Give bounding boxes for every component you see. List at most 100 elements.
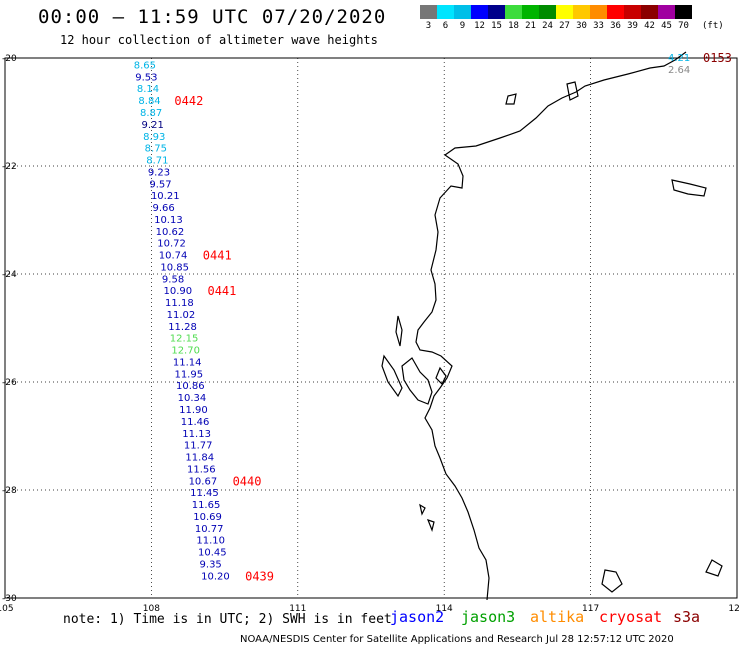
wave-height-value: 4.21	[668, 53, 690, 64]
scale-label: 24	[542, 21, 553, 31]
scale-label: 9	[459, 21, 466, 31]
lat-label: -26	[2, 378, 17, 388]
peron-peninsula	[435, 366, 447, 386]
scale-label: 18	[508, 21, 519, 31]
wave-height-value: 10.34	[178, 393, 207, 404]
footer-credit: NOAA/NESDIS Center for Satellite Applica…	[240, 634, 674, 645]
wave-height-value: 10.62	[156, 227, 185, 238]
altimeter-track: 8.659.538.148.848.879.218.938.758.719.23…	[134, 51, 732, 583]
pass-time-label: 0440	[233, 474, 262, 488]
wave-height-value: 8.93	[143, 132, 165, 143]
scale-swatch	[471, 5, 488, 19]
wave-height-value: 11.56	[187, 464, 216, 475]
wave-height-value: 2.64	[668, 65, 690, 76]
lat-label: -30	[2, 594, 17, 604]
scale-swatch	[437, 5, 454, 19]
wave-height-value: 10.74	[159, 251, 188, 262]
lon-label: 111	[289, 604, 306, 614]
pass-time-label: 0153	[703, 51, 732, 65]
wave-height-value: 10.21	[151, 191, 180, 202]
inland-lake	[705, 559, 723, 577]
wave-height-value: 10.20	[201, 571, 230, 582]
wave-height-value: 10.86	[176, 381, 205, 392]
lat-lon-grid	[4, 57, 738, 599]
wave-height-value: 10.13	[154, 215, 183, 226]
lat-label: -20	[2, 54, 17, 64]
scale-label: 36	[610, 21, 621, 31]
scale-swatch	[573, 5, 590, 19]
kimberley-island	[601, 569, 623, 593]
sat-cryosat: cryosat	[599, 608, 663, 626]
wave-height-value: 8.14	[137, 84, 159, 95]
wave-height-value: 11.77	[184, 441, 213, 452]
wave-height-value: 10.69	[193, 512, 222, 523]
color-scale-labels: 3 6 9 12 15 18 21 24 27 30 33 36 39 42 45 70	[420, 21, 692, 31]
lat-label: -22	[2, 162, 17, 172]
bernier-island	[395, 315, 403, 347]
wave-height-value: 8.71	[146, 156, 168, 167]
shark-bay-peninsula	[401, 357, 433, 405]
pass-time-label: 0442	[174, 94, 203, 108]
wave-height-value: 9.53	[135, 72, 157, 83]
wave-height-value: 9.23	[148, 167, 170, 178]
wave-height-value: 11.90	[179, 405, 208, 416]
pass-time-label: 0441	[203, 249, 232, 263]
lon-label: 114	[436, 604, 453, 614]
sat-jason3: jason3	[461, 608, 516, 626]
wave-height-value: 10.90	[163, 286, 192, 297]
wave-height-value: 8.87	[140, 108, 162, 119]
sat-s3a: s3a	[673, 608, 701, 626]
scale-unit: (ft)	[702, 21, 724, 31]
map-title: 00:00 – 11:59 UTC 07/20/2020	[38, 6, 387, 28]
wave-height-value: 11.18	[165, 298, 194, 309]
lake-feature	[671, 179, 707, 197]
wave-height-value: 11.45	[190, 488, 219, 499]
wave-height-value: 10.45	[198, 548, 227, 559]
scale-swatch	[658, 5, 675, 19]
wave-height-value: 11.10	[196, 536, 225, 547]
pass-time-label: 0441	[207, 284, 236, 298]
wave-height-value: 8.65	[134, 60, 156, 71]
wave-height-value: 10.85	[160, 262, 189, 273]
wave-height-value: 8.84	[138, 96, 160, 107]
scale-swatch	[641, 5, 658, 19]
axis-labels: 105 108 111 114 117 120 -20 -22 -24 -26 -28 -30	[0, 54, 740, 614]
scale-swatch	[488, 5, 505, 19]
scale-swatch	[607, 5, 624, 19]
sat-jason2: jason2	[390, 608, 445, 626]
scale-label: 39	[627, 21, 638, 31]
barrow-island	[505, 93, 517, 105]
scale-label: 21	[525, 21, 536, 31]
coastline	[381, 51, 723, 601]
scale-label: 15	[491, 21, 502, 31]
scale-label: 27	[559, 21, 570, 31]
wave-height-value: 11.02	[167, 310, 196, 321]
footer-note: note: 1) Time is in UTC; 2) SWH is in fe…	[63, 612, 392, 627]
wave-height-value: 9.66	[153, 203, 175, 214]
lon-label: 108	[143, 604, 160, 614]
scale-label: 70	[678, 21, 689, 31]
abrolhos-island	[419, 503, 426, 516]
wave-height-value: 11.65	[192, 500, 221, 511]
wave-height-value: 9.21	[142, 120, 164, 131]
scale-swatch	[624, 5, 641, 19]
scale-label: 30	[576, 21, 587, 31]
australia-west-coast	[415, 51, 687, 601]
scale-label: 45	[661, 21, 672, 31]
wave-height-value: 10.77	[195, 524, 224, 535]
wave-height-value: 10.72	[157, 239, 186, 250]
scale-swatch	[675, 5, 692, 19]
lat-label: -28	[2, 486, 17, 496]
pass-time-label: 0439	[245, 569, 274, 583]
scale-swatch	[505, 5, 522, 19]
map-subtitle: 12 hour collection of altimeter wave hei…	[60, 33, 378, 47]
houtman-island	[426, 519, 435, 532]
scale-label: 6	[442, 21, 449, 31]
wave-height-value: 9.35	[200, 559, 222, 570]
sat-altika: altika	[530, 608, 585, 626]
scale-swatch	[556, 5, 573, 19]
wave-height-value: 8.75	[145, 144, 167, 155]
wave-height-value: 11.14	[173, 357, 202, 368]
color-scale	[420, 5, 692, 19]
